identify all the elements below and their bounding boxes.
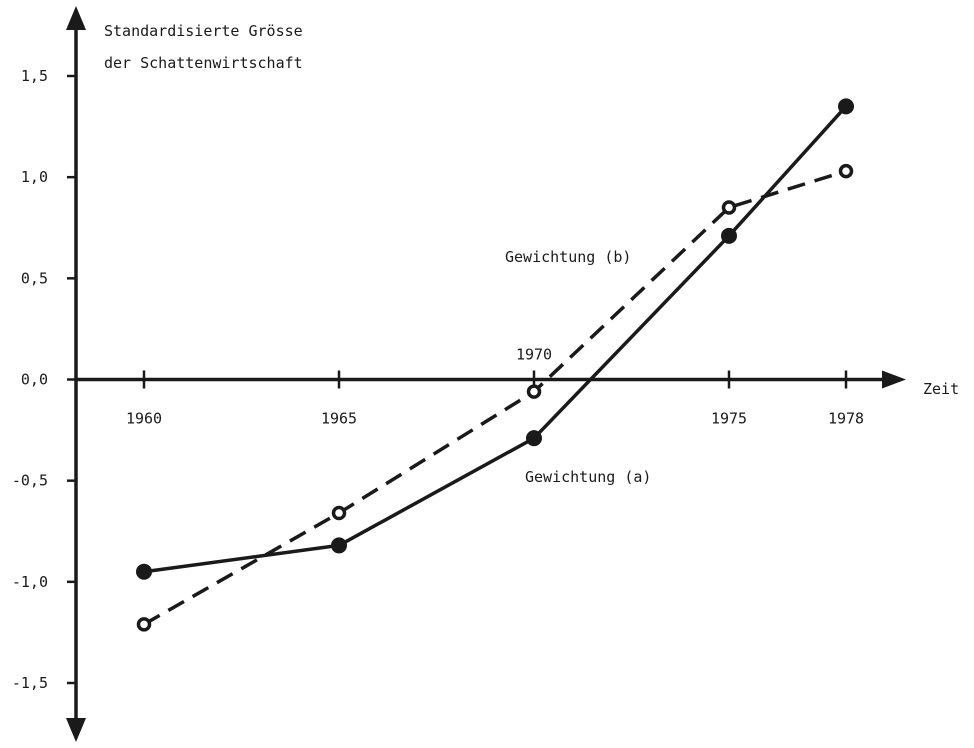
data-point-a [838, 98, 854, 115]
data-point-b [331, 505, 347, 521]
data-point-a [331, 537, 347, 554]
data-point-a [721, 227, 737, 244]
y-tick-label: 1,5 [21, 67, 48, 85]
y-tick-label: -0,5 [12, 472, 48, 490]
y-tick-label: -1,5 [12, 674, 48, 692]
x-axis-arrow [882, 370, 906, 389]
data-point-b [721, 200, 737, 215]
series-group [136, 98, 854, 632]
series-line-a [143, 105, 848, 574]
x-tick-label: 1970 [516, 346, 552, 364]
y-axis-arrow-down [66, 718, 86, 742]
data-point-a [526, 430, 542, 447]
y-tick-label: -1,0 [12, 573, 48, 591]
y-axis-arrow-up [66, 6, 86, 30]
y-tick-label: 0,0 [21, 371, 48, 389]
y-tick-label: 1,0 [21, 168, 48, 186]
data-point-b [136, 617, 152, 632]
y-tick-label: 0,5 [21, 269, 48, 287]
x-tick-label: 1960 [126, 410, 162, 428]
y-axis-title-line-1: Standardisierte Grösse [104, 22, 303, 40]
x-tick-label: 1965 [321, 410, 357, 428]
data-point-a [136, 563, 152, 580]
y-axis-title: Standardisierte Grösse der Schattenwirts… [104, 22, 303, 72]
data-point-b [838, 163, 854, 179]
x-tick-label: 1975 [711, 410, 747, 428]
data-point-b [526, 384, 542, 399]
axes: 1,5 1,0 0,5 0,0 -0,5 -1,0 -1,5 1960 1965 1970 1975… [12, 6, 906, 742]
series-labels: Gewichtung (b) Gewichtung (a) [505, 248, 651, 486]
x-tick-label: 1978 [828, 410, 864, 428]
x-axis-title: Zeit [923, 380, 959, 398]
series-label-b: Gewichtung (b) [505, 248, 631, 266]
series-label-a: Gewichtung (a) [525, 468, 651, 486]
y-axis-title-line-2: der Schattenwirtschaft [104, 54, 303, 72]
